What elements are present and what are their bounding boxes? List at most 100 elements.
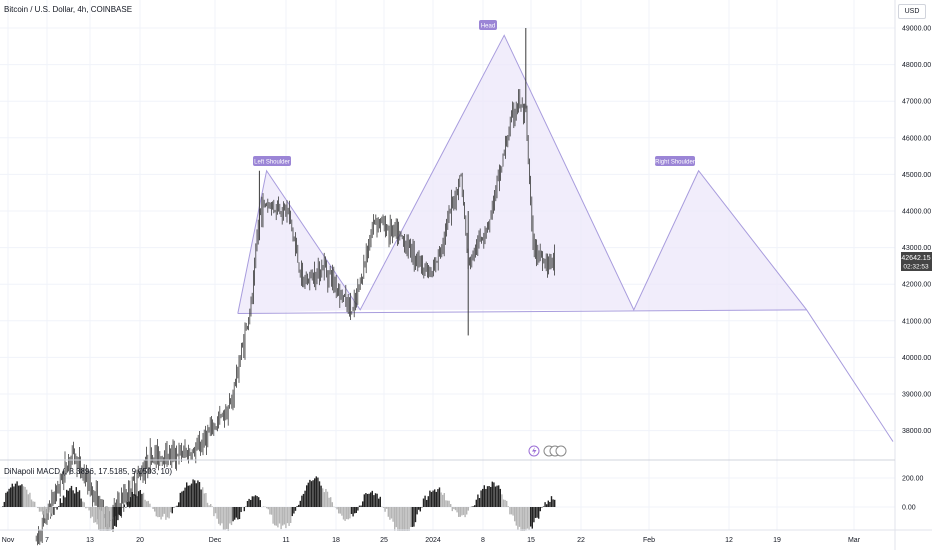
macd-bar: [341, 507, 343, 516]
macd-bar: [125, 507, 127, 508]
macd-bar: [453, 507, 455, 510]
macd-bar: [427, 496, 429, 507]
macd-bar: [163, 507, 165, 514]
macd-bar: [373, 495, 375, 507]
macd-bar: [485, 488, 487, 507]
macd-bar: [206, 502, 209, 507]
macd-bar: [8, 488, 10, 507]
macd-bar: [248, 498, 250, 507]
macd-bar: [413, 507, 415, 527]
macd-bar: [342, 507, 345, 520]
macd-bar: [181, 491, 183, 507]
macd-bar: [392, 507, 394, 522]
label-head: Head: [479, 20, 497, 30]
macd-bar: [171, 507, 173, 514]
macd-bar: [51, 507, 53, 514]
macd-bar: [240, 507, 242, 513]
macd-bar: [312, 480, 314, 507]
macd-bar: [283, 507, 285, 525]
macd-bar: [91, 507, 93, 517]
macd-bar: [286, 507, 289, 524]
macd-bar: [410, 507, 412, 528]
macd-bar: [386, 507, 388, 509]
macd-bar: [552, 499, 554, 507]
macd-bar: [408, 507, 410, 531]
event-icons[interactable]: [528, 445, 567, 457]
macd-bar: [518, 507, 521, 527]
macd-bar: [246, 500, 249, 507]
macd-bar: [394, 507, 396, 531]
y-tick-label: 46000.00: [902, 135, 931, 142]
macd-bar: [349, 507, 351, 519]
currency-button[interactable]: USD: [898, 4, 926, 19]
macd-bar: [176, 505, 178, 507]
macd-bar: [382, 507, 385, 508]
macd-bar: [347, 507, 349, 520]
macd-bar: [14, 483, 17, 507]
macd-bar: [397, 507, 399, 531]
macd-bar: [182, 490, 185, 507]
macd-bar: [102, 507, 105, 531]
macd-bar: [328, 497, 330, 507]
dividend-icon-3[interactable]: [555, 445, 567, 457]
macd-bar: [350, 507, 353, 514]
macd-bar: [5, 492, 7, 507]
macd-bar: [514, 507, 516, 522]
macd-bar: [291, 507, 293, 517]
macd-bar: [275, 507, 277, 526]
macd-bar: [549, 501, 551, 507]
candles[interactable]: [35, 28, 555, 546]
macd-bar: [48, 507, 50, 513]
macd-bar: [34, 501, 36, 507]
macd-bar: [272, 507, 274, 524]
macd-bar: [186, 482, 188, 507]
macd-bar: [168, 507, 170, 519]
macd-bar: [117, 507, 119, 521]
macd-indicator-label[interactable]: DiNapoli MACD (, 8.3896, 17.5185, 9.0503…: [4, 467, 173, 476]
macd-bar: [94, 507, 97, 523]
macd-bar: [488, 486, 490, 507]
macd-bar: [296, 506, 298, 507]
macd-bar: [142, 492, 145, 507]
y-tick-label: 41000.00: [902, 318, 931, 325]
macd-bar: [325, 488, 327, 507]
macd-bar: [458, 507, 460, 517]
macd-bar: [101, 507, 103, 531]
macd-bar: [486, 486, 489, 507]
macd-bar: [483, 485, 485, 507]
macd-bar: [21, 484, 23, 507]
macd-bar: [205, 492, 207, 507]
macd-bar: [104, 507, 106, 531]
macd-bar: [16, 481, 18, 507]
macd-bar: [546, 504, 548, 507]
macd-bar: [6, 491, 9, 507]
y-tick-label: 44000.00: [902, 209, 931, 216]
macd-bar: [490, 486, 492, 507]
macd-bar: [370, 492, 372, 507]
macd-bar: [203, 493, 205, 507]
x-tick-label: 12: [725, 537, 733, 544]
macd-bar: [75, 487, 77, 507]
macd-bar: [229, 507, 231, 524]
macd-bar: [517, 507, 519, 530]
macd-bar: [496, 485, 498, 507]
macd-bar: [235, 507, 237, 518]
macd-bar: [56, 507, 58, 510]
macd-bar: [243, 507, 245, 512]
macd-bar: [131, 492, 133, 507]
macd-bar: [522, 507, 524, 531]
x-tick-label: 15: [527, 537, 535, 544]
macd-bar: [454, 507, 457, 511]
macd-bar: [477, 494, 479, 507]
y-tick-label: 39000.00: [902, 392, 931, 399]
x-tick-label: 2024: [425, 537, 441, 544]
macd-bar: [440, 492, 442, 507]
macd-bar: [98, 507, 100, 530]
head-and-shoulders-pattern[interactable]: [237, 34, 894, 442]
macd-bar: [360, 505, 362, 507]
macd-bar: [307, 482, 309, 507]
macd-bar: [149, 503, 151, 507]
macd-bar: [210, 503, 212, 507]
macd-bar: [134, 494, 137, 507]
